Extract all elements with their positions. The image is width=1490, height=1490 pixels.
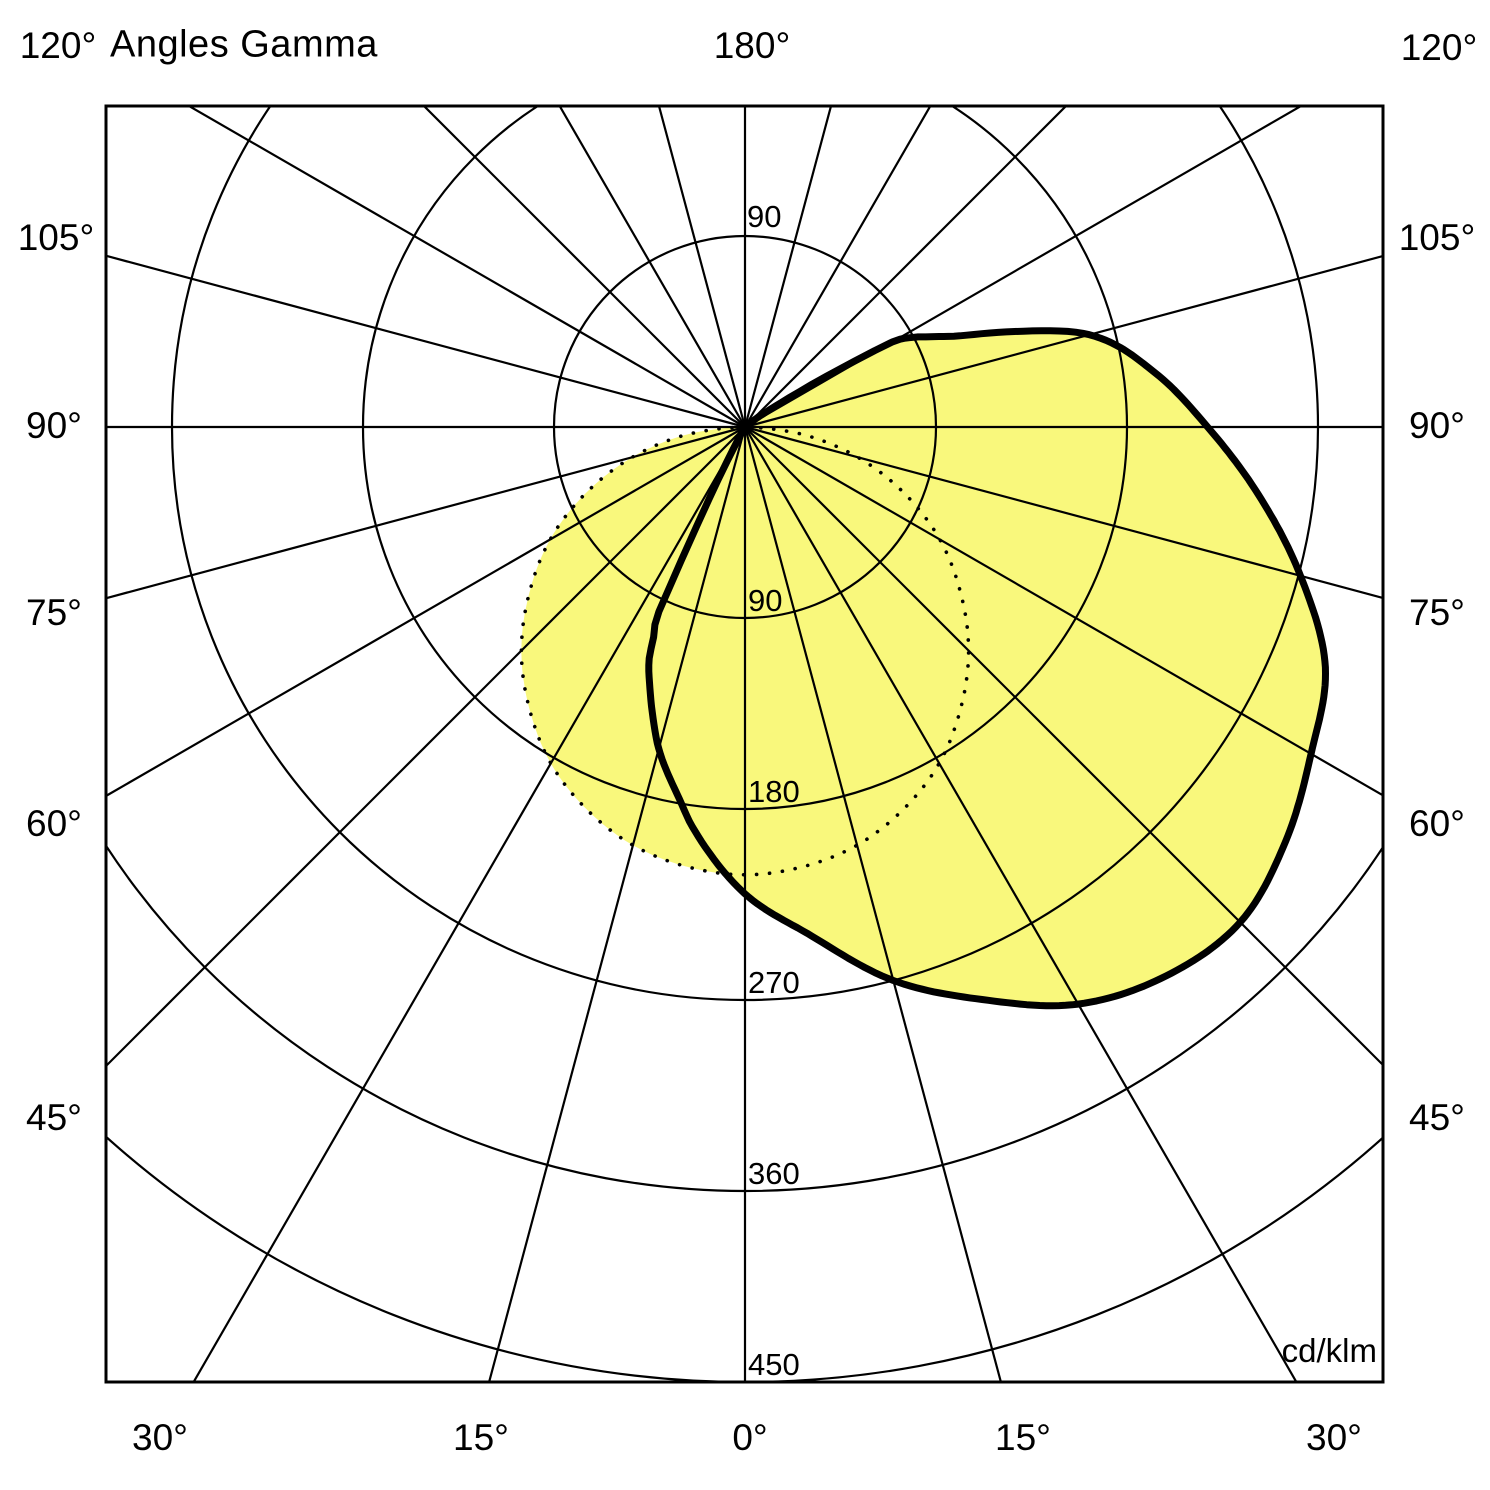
solid-plane-curve (645, 327, 1329, 1010)
gamma-ray (744, 426, 1383, 797)
radial-circle (171, 106, 1319, 1001)
gamma-label-left-60: 60° (26, 803, 82, 844)
radial-tick-label: 360 (748, 1156, 800, 1191)
gamma-label-left-75: 75° (26, 592, 82, 633)
radial-circle (552, 234, 938, 620)
gamma-ray (487, 426, 747, 1382)
gamma-label-bottom-0: 30° (132, 1417, 188, 1458)
gamma-ray (192, 426, 746, 1382)
gamma-label-left-45: 45° (26, 1097, 82, 1138)
gamma-label-bottom-1: 15° (453, 1417, 509, 1458)
radial-circle (106, 843, 1383, 1192)
radial-tick-label: 270 (748, 965, 800, 1000)
radial-tick-label: 450 (748, 1347, 800, 1382)
gamma-ray (744, 106, 932, 428)
gamma-ray (744, 426, 1298, 1382)
gamma-ray (744, 425, 1383, 600)
gamma-label-bottom-2: 0° (732, 1417, 768, 1458)
gamma-label-top-180: 180° (713, 25, 791, 66)
radial-tick-label-above: 90 (747, 199, 781, 234)
gamma-ray (186, 106, 746, 428)
plot-border (104, 104, 1385, 1384)
radial-tick-label: 90 (748, 583, 782, 618)
radial-tick-label: 180 (748, 774, 800, 809)
gamma-label-right-75: 75° (1409, 592, 1465, 633)
gamma-ray (422, 106, 746, 428)
gamma-label-bottom-3: 15° (995, 1417, 1051, 1458)
gamma-ray (744, 254, 1383, 429)
gamma-ray (106, 426, 746, 1068)
gamma-ray (744, 426, 1383, 1067)
gamma-label-right-90: 90° (1409, 405, 1465, 446)
unit-label: cd/klm (1281, 1332, 1377, 1369)
gamma-label-right-45: 45° (1409, 1097, 1465, 1138)
gamma-label-right-120: 120° (1400, 27, 1478, 68)
radial-tick-labels: 90 180 270 360 450 90 (747, 199, 800, 1382)
radial-circle (362, 106, 1128, 810)
chart-title: Angles Gamma (110, 23, 378, 66)
gamma-label-right-60: 60° (1409, 803, 1465, 844)
dotted-plane-curve (519, 425, 971, 877)
gamma-ray (744, 106, 1304, 428)
gamma-label-left-90: 90° (26, 405, 82, 446)
gamma-label-bottom-4: 30° (1306, 1417, 1362, 1458)
gamma-label-right-105: 105° (1398, 217, 1476, 258)
gamma-ray (657, 106, 747, 428)
gamma-ray (743, 106, 833, 428)
gamma-ray (743, 426, 1003, 1382)
gamma-label-left-120: 120° (19, 25, 97, 66)
gamma-label-left-105: 105° (17, 217, 95, 258)
gamma-ray (106, 254, 746, 429)
gamma-ray (106, 425, 746, 600)
gamma-ray (744, 106, 1068, 428)
gamma-ray (106, 426, 746, 798)
gamma-ray (558, 106, 746, 428)
